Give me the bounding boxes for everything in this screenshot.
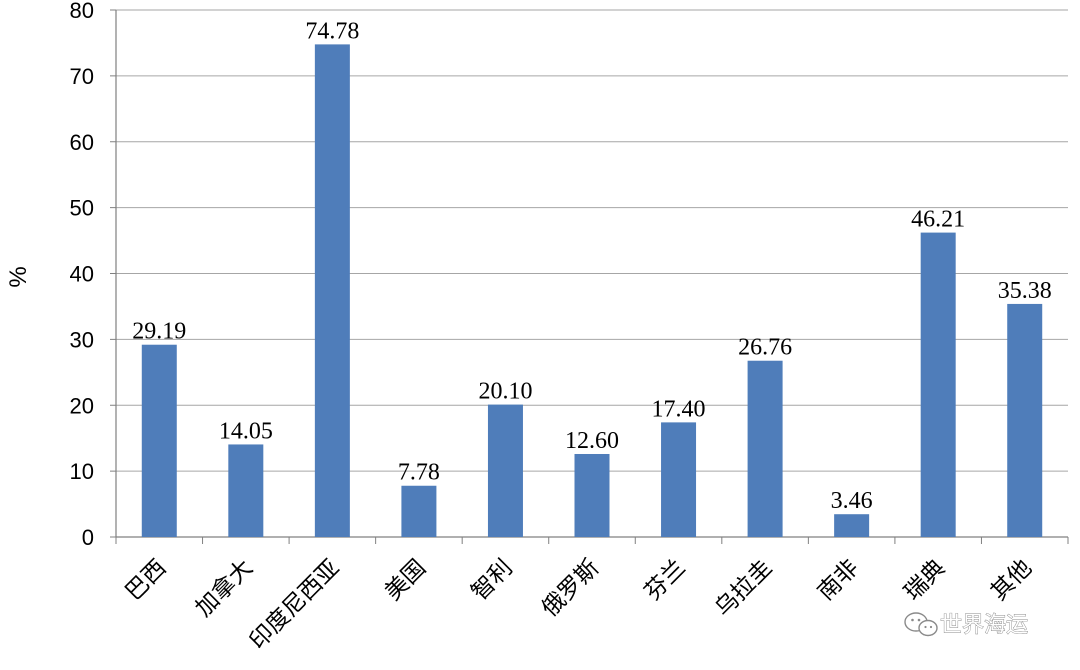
y-tick-label: 30 xyxy=(70,327,94,352)
bar xyxy=(920,232,956,538)
data-label: 14.05 xyxy=(219,418,273,444)
watermark-text: 世界海运 xyxy=(940,613,1028,638)
x-tick-label: 印度尼西亚 xyxy=(245,555,345,655)
bar xyxy=(574,453,610,537)
y-axis-label: % xyxy=(5,266,32,287)
x-tick-label: 美国 xyxy=(380,555,431,606)
y-tick-label: 70 xyxy=(70,64,94,89)
data-label: 35.38 xyxy=(998,278,1052,304)
data-label: 3.46 xyxy=(831,488,873,514)
bars xyxy=(141,44,1043,538)
gridlines xyxy=(116,9,1068,472)
y-tick-label: 60 xyxy=(70,130,94,155)
x-tick-label: 芬兰 xyxy=(640,555,691,606)
bar xyxy=(401,485,437,537)
wechat-logo-icon xyxy=(904,612,938,637)
y-tick-label: 40 xyxy=(70,262,94,287)
data-labels: 29.19 14.05 74.78 7.78 20.10 12.60 17.40 26.76 3… xyxy=(132,18,1051,514)
data-label: 46.21 xyxy=(911,207,965,233)
data-label: 26.76 xyxy=(738,335,792,361)
data-label: 17.40 xyxy=(652,396,706,422)
x-tick-label: 瑞典 xyxy=(900,555,951,606)
watermark: 世界海运 xyxy=(904,612,1028,638)
x-tick-label: 智利 xyxy=(467,555,518,606)
y-tick-label: 20 xyxy=(70,393,94,418)
data-label: 29.19 xyxy=(132,319,186,345)
x-tick-label: 加拿大 xyxy=(190,554,258,622)
x-tick-label: 其他 xyxy=(986,555,1037,606)
bar xyxy=(661,422,697,537)
x-tick-label: 巴西 xyxy=(121,555,172,606)
y-tick-label: 80 xyxy=(70,0,94,23)
bar xyxy=(834,514,870,537)
x-tick-label: 俄罗斯 xyxy=(537,555,604,622)
x-tick-label: 乌拉圭 xyxy=(710,555,777,622)
data-label: 20.10 xyxy=(478,379,532,405)
y-tick-label: 50 xyxy=(70,196,94,221)
bar xyxy=(141,344,177,537)
data-label: 12.60 xyxy=(565,428,619,454)
x-tick-label: 南非 xyxy=(813,555,864,606)
bar xyxy=(487,404,523,537)
y-tick-label: 10 xyxy=(70,459,94,484)
bar xyxy=(1007,303,1043,537)
y-tick-labels: 0 10 20 30 40 50 60 70 80 xyxy=(70,0,94,550)
data-label: 74.78 xyxy=(305,18,359,44)
bar xyxy=(747,360,783,537)
y-tick-label: 0 xyxy=(82,525,94,550)
data-label: 7.78 xyxy=(398,460,440,486)
bar xyxy=(314,44,350,537)
bar xyxy=(228,444,264,537)
